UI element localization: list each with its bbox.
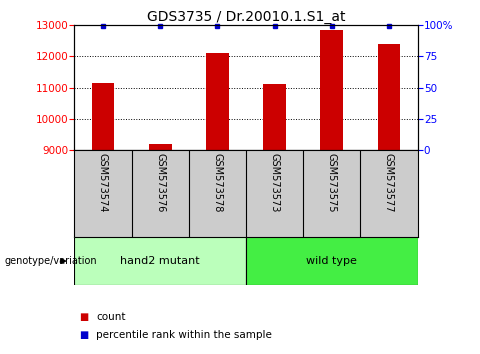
Text: GSM573575: GSM573575 <box>327 153 337 212</box>
Text: percentile rank within the sample: percentile rank within the sample <box>96 330 272 339</box>
Bar <box>206 53 229 150</box>
Text: hand2 mutant: hand2 mutant <box>120 256 200 266</box>
Bar <box>74 237 246 285</box>
Bar <box>92 83 114 150</box>
Text: GSM573576: GSM573576 <box>155 153 165 212</box>
Text: count: count <box>96 312 125 322</box>
Bar <box>320 30 343 150</box>
Text: ■: ■ <box>79 330 88 339</box>
Text: GSM573577: GSM573577 <box>384 153 394 212</box>
Bar <box>246 237 418 285</box>
Title: GDS3735 / Dr.20010.1.S1_at: GDS3735 / Dr.20010.1.S1_at <box>147 10 345 24</box>
Text: genotype/variation: genotype/variation <box>5 256 97 266</box>
Text: GSM573578: GSM573578 <box>212 153 222 212</box>
Text: ■: ■ <box>79 312 88 322</box>
Text: wild type: wild type <box>306 256 357 266</box>
Bar <box>378 44 400 150</box>
Bar <box>149 144 172 150</box>
Text: GSM573574: GSM573574 <box>98 153 108 212</box>
Text: GSM573573: GSM573573 <box>270 153 279 212</box>
Bar <box>263 84 286 150</box>
